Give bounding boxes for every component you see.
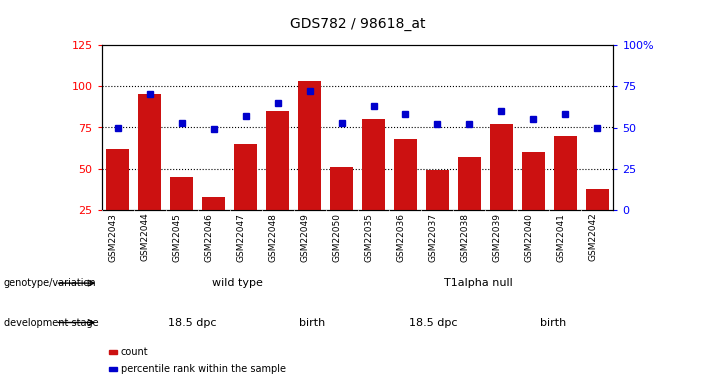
- Bar: [394, 139, 416, 210]
- Text: GSM22036: GSM22036: [397, 213, 405, 262]
- Bar: [107, 149, 129, 210]
- Text: GSM22050: GSM22050: [332, 213, 341, 262]
- Bar: [490, 124, 512, 210]
- Text: T1alpha null: T1alpha null: [444, 278, 512, 288]
- Text: GSM22037: GSM22037: [428, 213, 437, 262]
- Bar: [522, 152, 545, 210]
- Text: GSM22039: GSM22039: [492, 213, 501, 262]
- Text: GDS782 / 98618_at: GDS782 / 98618_at: [290, 17, 426, 32]
- Text: birth: birth: [299, 318, 325, 327]
- Text: GSM22038: GSM22038: [461, 213, 470, 262]
- Text: GSM22041: GSM22041: [557, 213, 566, 261]
- Text: GSM22049: GSM22049: [301, 213, 310, 261]
- Text: count: count: [121, 347, 148, 357]
- Bar: [426, 170, 449, 210]
- Bar: [203, 197, 225, 210]
- Bar: [330, 167, 353, 210]
- Text: GSM22045: GSM22045: [172, 213, 182, 261]
- Bar: [554, 136, 577, 210]
- Text: birth: birth: [540, 318, 566, 327]
- Text: wild type: wild type: [212, 278, 263, 288]
- Text: GSM22040: GSM22040: [524, 213, 533, 261]
- Text: GSM22048: GSM22048: [268, 213, 278, 261]
- Text: GSM22047: GSM22047: [236, 213, 245, 261]
- Text: GSM22043: GSM22043: [109, 213, 118, 261]
- Bar: [586, 189, 608, 210]
- Bar: [362, 119, 385, 210]
- Bar: [458, 157, 481, 210]
- Text: 18.5 dpc: 18.5 dpc: [168, 318, 216, 327]
- Bar: [299, 81, 321, 210]
- Text: GSM22046: GSM22046: [205, 213, 214, 261]
- Bar: [170, 177, 193, 210]
- Text: genotype/variation: genotype/variation: [4, 278, 96, 288]
- Text: GSM22044: GSM22044: [141, 213, 149, 261]
- Text: 18.5 dpc: 18.5 dpc: [409, 318, 457, 327]
- Text: percentile rank within the sample: percentile rank within the sample: [121, 364, 285, 374]
- Bar: [266, 111, 289, 210]
- Bar: [138, 94, 161, 210]
- Text: GSM22042: GSM22042: [588, 213, 597, 261]
- Bar: [234, 144, 257, 210]
- Text: GSM22035: GSM22035: [365, 213, 374, 262]
- Text: development stage: development stage: [4, 318, 98, 327]
